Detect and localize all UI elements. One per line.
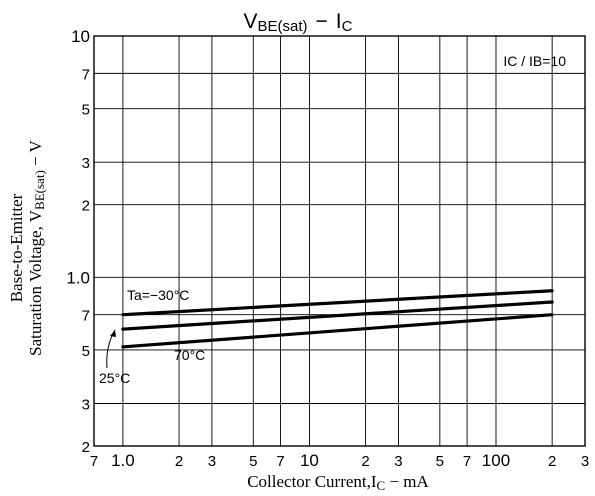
series-label-ta-30: Ta=−30°C <box>127 287 189 303</box>
x-tick-label: 3 <box>394 453 402 470</box>
x-tick-label: 2 <box>175 453 183 470</box>
y-tick-label: 3 <box>82 155 90 172</box>
series-label-25c-arrowhead <box>110 330 116 337</box>
x-tick-label: 2 <box>548 453 556 470</box>
chart-title: VBE(sat) − IC <box>244 10 353 35</box>
y-axis-title: Base-to-Emitter Saturation Voltage, VBE(… <box>7 139 47 355</box>
series-line-2 <box>121 313 554 349</box>
horizontal-grid <box>94 35 585 447</box>
x-tick-label: 10 <box>300 451 319 470</box>
y-axis-title-line1: Base-to-Emitter <box>7 193 26 302</box>
series-line-0 <box>121 289 554 317</box>
x-tick-label: 3 <box>581 453 589 470</box>
y-tick-label: 2 <box>82 198 90 215</box>
y-tick-label: 5 <box>82 343 90 360</box>
x-tick-label: 7 <box>463 453 471 470</box>
x-tick-label: 100 <box>482 451 510 470</box>
x-tick-label: 5 <box>436 453 444 470</box>
series-group <box>121 289 554 349</box>
x-tick-label: 1.0 <box>111 451 135 470</box>
condition-label: IC / IB=10 <box>503 53 566 69</box>
x-tick-label: 7 <box>90 453 98 470</box>
vertical-grid <box>93 36 586 446</box>
y-axis-title-line2: Saturation Voltage, VBE(sat) − V <box>26 139 47 355</box>
series-label-70c: 70°C <box>174 347 205 363</box>
x-tick-label: 7 <box>276 453 284 470</box>
x-axis-title: Collector Current,IC − mA <box>247 472 429 493</box>
y-tick-label: 2 <box>82 439 90 456</box>
y-tick-label: 1.0 <box>66 268 90 287</box>
series-label-25c: 25°C <box>99 370 130 386</box>
series-line-1 <box>121 300 554 331</box>
x-tick-label: 5 <box>249 453 257 470</box>
y-tick-label: 10 <box>71 27 90 46</box>
y-tick-label: 7 <box>82 66 90 83</box>
x-tick-labels: 7 1.0 2 3 5 7 10 2 3 5 7 100 2 3 <box>90 451 589 470</box>
y-tick-labels: 10 7 5 3 2 1.0 7 5 3 2 <box>66 27 90 456</box>
x-tick-label: 3 <box>208 453 216 470</box>
y-tick-label: 3 <box>82 397 90 414</box>
y-tick-label: 7 <box>82 308 90 325</box>
plot-frame <box>93 35 586 447</box>
x-tick-label: 2 <box>361 453 369 470</box>
y-tick-label: 5 <box>82 102 90 119</box>
